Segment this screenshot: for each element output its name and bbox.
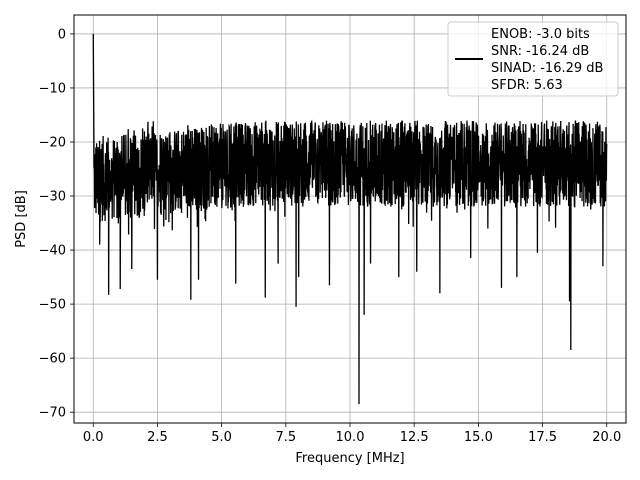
- y-tick-label: −30: [39, 190, 66, 205]
- y-axis-label: PSD [dB]: [14, 190, 29, 248]
- y-axis-ticks: 0 −10 −20 −30 −40 −50 −60 −70: [39, 27, 74, 421]
- y-tick-label: −10: [39, 81, 66, 96]
- legend-enob: ENOB: -3.0 bits: [491, 27, 590, 42]
- x-tick-label: 0.0: [83, 430, 104, 445]
- x-tick-label: 17.5: [528, 430, 557, 445]
- y-tick-label: −70: [39, 406, 66, 421]
- x-tick-label: 5.0: [211, 430, 232, 445]
- y-tick-label: −20: [39, 135, 66, 150]
- y-tick-label: −60: [39, 352, 66, 367]
- legend-snr: SNR: -16.24 dB: [491, 44, 589, 59]
- x-tick-label: 2.5: [147, 430, 168, 445]
- legend-sinad: SINAD: -16.29 dB: [491, 61, 603, 76]
- x-tick-label: 15.0: [464, 430, 493, 445]
- x-axis-ticks: 0.0 2.5 5.0 7.5 10.0 12.5 15.0 17.5 20.0: [83, 423, 621, 445]
- x-axis-label: Frequency [MHz]: [295, 451, 404, 466]
- y-tick-label: 0: [58, 27, 66, 42]
- legend-box: [447, 21, 619, 97]
- legend: ENOB: -3.0 bits SNR: -16.24 dB SINAD: -1…: [447, 21, 619, 97]
- psd-series-line: [92, 33, 608, 405]
- plot-area: [92, 33, 608, 405]
- legend-sfdr: SFDR: 5.63: [491, 78, 563, 93]
- y-tick-label: −40: [39, 244, 66, 259]
- x-tick-label: 10.0: [336, 430, 365, 445]
- y-tick-label: −50: [39, 298, 66, 313]
- x-tick-label: 20.0: [592, 430, 621, 445]
- x-tick-label: 7.5: [275, 430, 296, 445]
- x-tick-label: 12.5: [400, 430, 429, 445]
